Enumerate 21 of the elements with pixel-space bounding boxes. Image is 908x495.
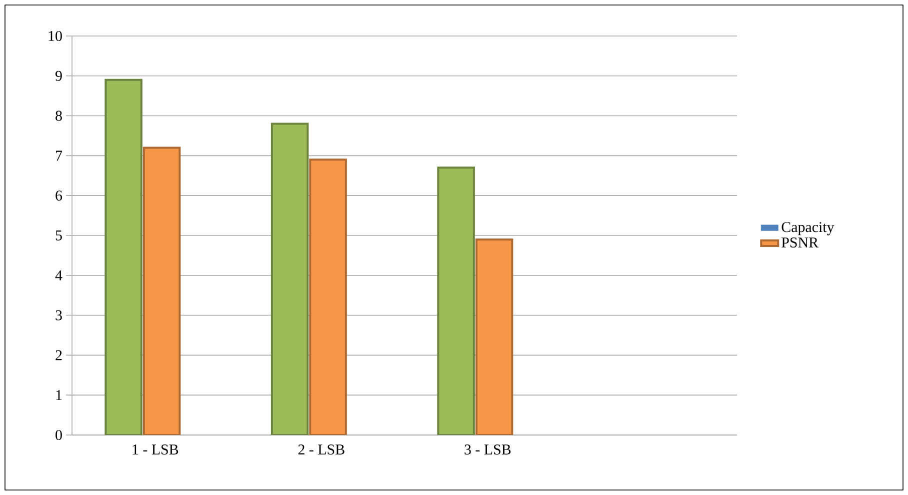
x-tick-label: 2 - LSB: [298, 444, 344, 455]
y-tick-label: 8: [56, 110, 62, 121]
y-tick-label: 10: [48, 30, 62, 42]
y-tick-label: 4: [55, 270, 62, 280]
y-tick-label: 5: [56, 230, 62, 240]
y-tick-label: 6: [56, 190, 62, 201]
bar: [309, 158, 347, 435]
bar: [437, 166, 475, 435]
x-tick-label: 1 - LSB: [132, 444, 178, 455]
y-tick-label: 1: [56, 390, 62, 400]
bar: [142, 146, 181, 435]
y-tick-label: 7: [56, 150, 62, 161]
y-tick-label: 3: [56, 310, 62, 320]
bar: [104, 78, 142, 435]
legend-label: Capacity: [782, 222, 834, 236]
x-tick-label: 3 - LSB: [464, 444, 511, 455]
bar: [270, 122, 309, 435]
y-tick-label: 9: [56, 70, 62, 81]
y-tick-label: 0: [56, 430, 62, 440]
legend-label: PSNR: [782, 237, 818, 248]
y-tick-label: 2: [56, 350, 62, 360]
